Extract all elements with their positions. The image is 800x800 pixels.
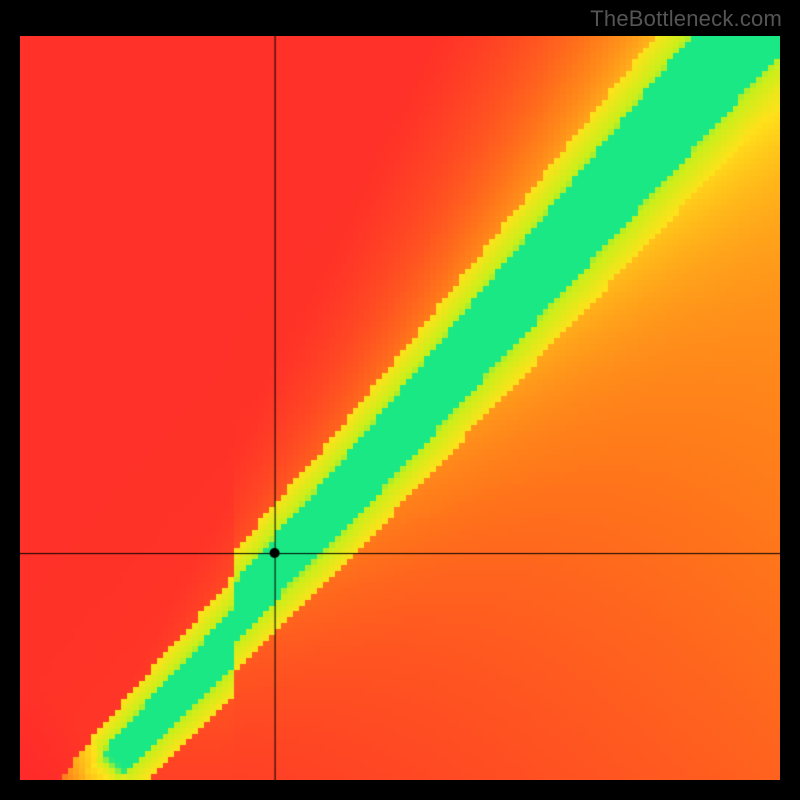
heatmap-panel <box>20 36 780 780</box>
figure-root: TheBottleneck.com <box>0 0 800 800</box>
heatmap-canvas <box>20 36 780 780</box>
watermark-text: TheBottleneck.com <box>590 6 782 32</box>
